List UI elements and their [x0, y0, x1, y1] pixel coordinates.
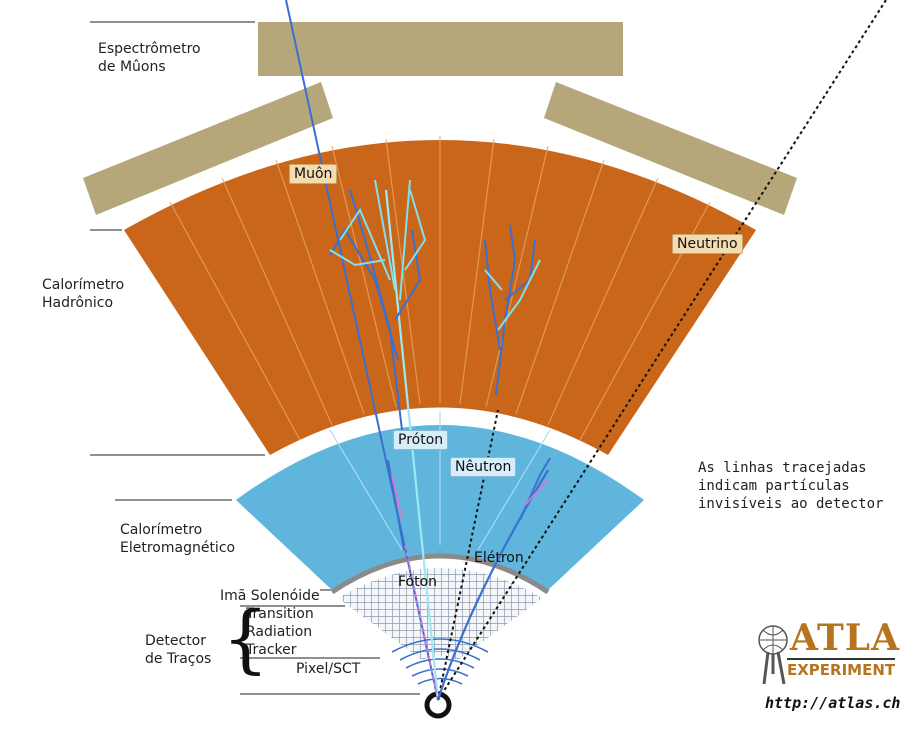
atlas-logo-subtitle: EXPERIMENT	[787, 658, 896, 678]
atlas-globe-logo	[758, 625, 788, 685]
tracking-bracket-icon: {	[222, 596, 270, 682]
electron-track	[436, 469, 549, 701]
particle-label-neutrino: Neutrino	[672, 234, 743, 254]
hadronic-shower-right	[484, 224, 541, 396]
particle-label-neutron: Nêutron	[450, 457, 517, 477]
leader-lines	[90, 21, 420, 695]
neutrino-track	[437, 0, 887, 701]
em-shower	[387, 457, 551, 551]
particle-label-proton: Próton	[393, 430, 449, 450]
hadronic-calorimeter	[124, 136, 756, 455]
atlas-logo-url[interactable]: http://atlas.ch	[765, 694, 900, 712]
transition-radiation-tracker	[338, 568, 542, 660]
label-tracking-detector: Detector de Traços	[145, 633, 212, 667]
particle-label-electron: Elétron	[474, 550, 524, 566]
label-solenoid: Imã Solenóide	[220, 588, 320, 604]
particle-tracks	[285, 0, 887, 701]
particle-label-muon: Muôn	[289, 164, 338, 184]
dashed-lines-note: As linhas tracejadas indicam partículas in…	[698, 460, 884, 512]
photon-track	[404, 544, 439, 701]
muon-chambers	[83, 22, 797, 215]
pixel-sct-layers	[391, 638, 489, 685]
label-hadronic-calorimeter: Calorímetro Hadrônico	[42, 277, 125, 311]
label-em-calorimeter: Calorímetro Eletromagnético	[120, 522, 236, 556]
label-trt: Transition Radiation Tracker	[246, 606, 314, 658]
hadronic-shower-left	[329, 179, 427, 431]
label-muon-spectrometer: Espectrômetro de Mûons	[98, 41, 201, 75]
label-pixel-sct: Pixel/SCT	[296, 661, 361, 677]
solenoid-magnet	[330, 553, 550, 595]
particle-label-photon: Fóton	[398, 574, 438, 590]
atlas-logo-text: ATLAS	[790, 617, 900, 659]
